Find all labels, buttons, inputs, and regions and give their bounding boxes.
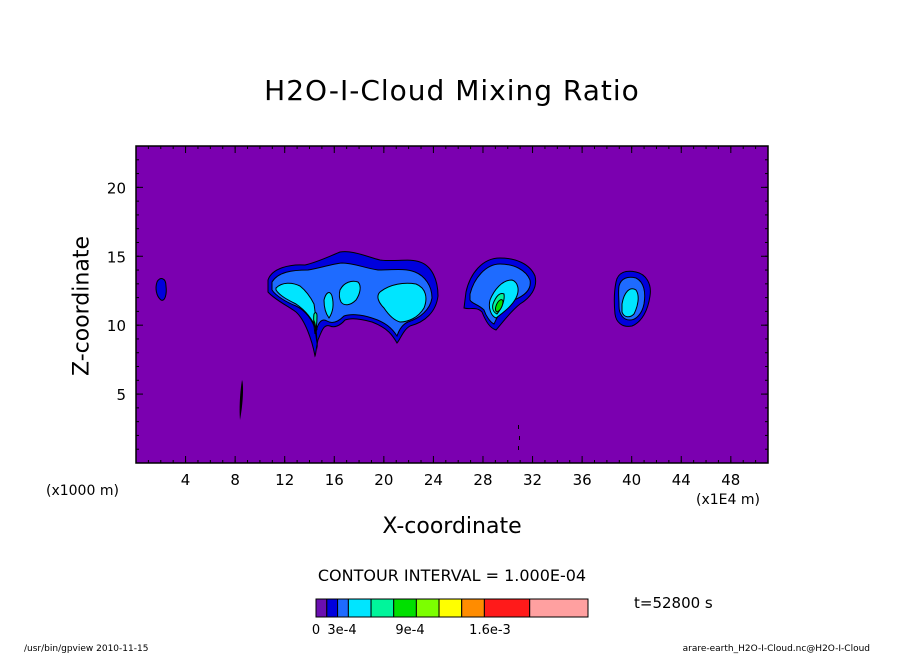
chart-title: H2O-I-Cloud Mixing Ratio <box>264 74 640 107</box>
time-label: t=52800 s <box>634 594 713 612</box>
colorbar-swatch <box>337 598 349 618</box>
cloud-contour <box>239 380 244 420</box>
cloud-contour <box>494 299 504 313</box>
cloud-contour <box>323 292 334 319</box>
x-tick-label: 32 <box>523 471 542 489</box>
colorbar-swatch <box>393 598 417 618</box>
cloud-contour <box>518 425 520 450</box>
cloud-contour <box>621 288 639 318</box>
contour-interval: CONTOUR INTERVAL = 1.000E-04 <box>317 566 587 585</box>
colorbar-swatch <box>438 598 463 618</box>
plot-area <box>136 146 768 463</box>
footer-right: arare-earth_H2O-I-Cloud.nc@H2O-I-Cloud <box>682 644 870 654</box>
y-axis-label: Z-coordinate <box>69 236 95 376</box>
footer-left: /usr/bin/gpview 2010-11-15 <box>24 644 149 654</box>
colorbar-swatch <box>347 598 372 618</box>
x-axis-label: X-coordinate <box>382 514 522 539</box>
cloud-contour <box>377 282 427 323</box>
x-tick-label: 4 <box>181 471 191 489</box>
plot-frame <box>135 145 769 464</box>
x-tick-label: 28 <box>473 471 492 489</box>
x-tick-label: 16 <box>325 471 344 489</box>
y-tick-label: 20 <box>107 179 126 197</box>
colorbar-swatch <box>315 598 328 618</box>
colorbar-swatch <box>370 598 395 618</box>
y-tick-label: 10 <box>107 317 126 335</box>
x-tick-label: 40 <box>622 471 641 489</box>
colorbar-swatch <box>461 598 485 618</box>
colorbar-swatch <box>415 598 440 618</box>
colorbar-label: 1.6e-3 <box>469 623 511 638</box>
x-tick-label: 24 <box>424 471 443 489</box>
x-tick-label: 44 <box>672 471 691 489</box>
cloud-contour <box>338 280 361 306</box>
x-tick-label: 12 <box>275 471 294 489</box>
x-axis: 4 8 12 16 20 24 28 32 36 40 44 48 <box>147 146 757 489</box>
cloud-contour <box>314 320 318 350</box>
x-tick-label: 36 <box>573 471 592 489</box>
colorbar-swatch <box>529 598 589 618</box>
x-tick-label: 20 <box>374 471 393 489</box>
colorbar: 0 3e-4 9e-4 1.6e-3 <box>312 598 589 638</box>
cloud-contour <box>155 278 167 301</box>
x-scale-note: (x1E4 m) <box>696 492 760 508</box>
colorbar-label: 9e-4 <box>395 623 424 638</box>
colorbar-label: 3e-4 <box>327 623 356 638</box>
x-tick-label: 8 <box>230 471 240 489</box>
colorbar-label: 0 <box>312 623 320 638</box>
y-axis: 5 10 15 20 <box>107 159 768 450</box>
y-tick-label: 15 <box>107 248 126 266</box>
colorbar-swatch <box>483 598 531 618</box>
y-tick-label: 5 <box>116 386 126 404</box>
x-unit-note: (x1000 m) <box>46 483 119 499</box>
x-tick-label: 48 <box>721 471 740 489</box>
cloud-regions <box>155 251 651 450</box>
colorbar-swatch <box>326 598 339 618</box>
